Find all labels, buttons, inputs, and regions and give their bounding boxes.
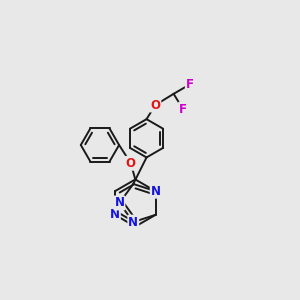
- Text: F: F: [179, 103, 187, 116]
- Text: N: N: [151, 185, 161, 198]
- Text: N: N: [114, 196, 124, 209]
- Text: O: O: [126, 157, 136, 170]
- Text: O: O: [150, 98, 161, 112]
- Text: N: N: [128, 216, 138, 229]
- Text: F: F: [186, 78, 194, 91]
- Text: N: N: [110, 208, 120, 221]
